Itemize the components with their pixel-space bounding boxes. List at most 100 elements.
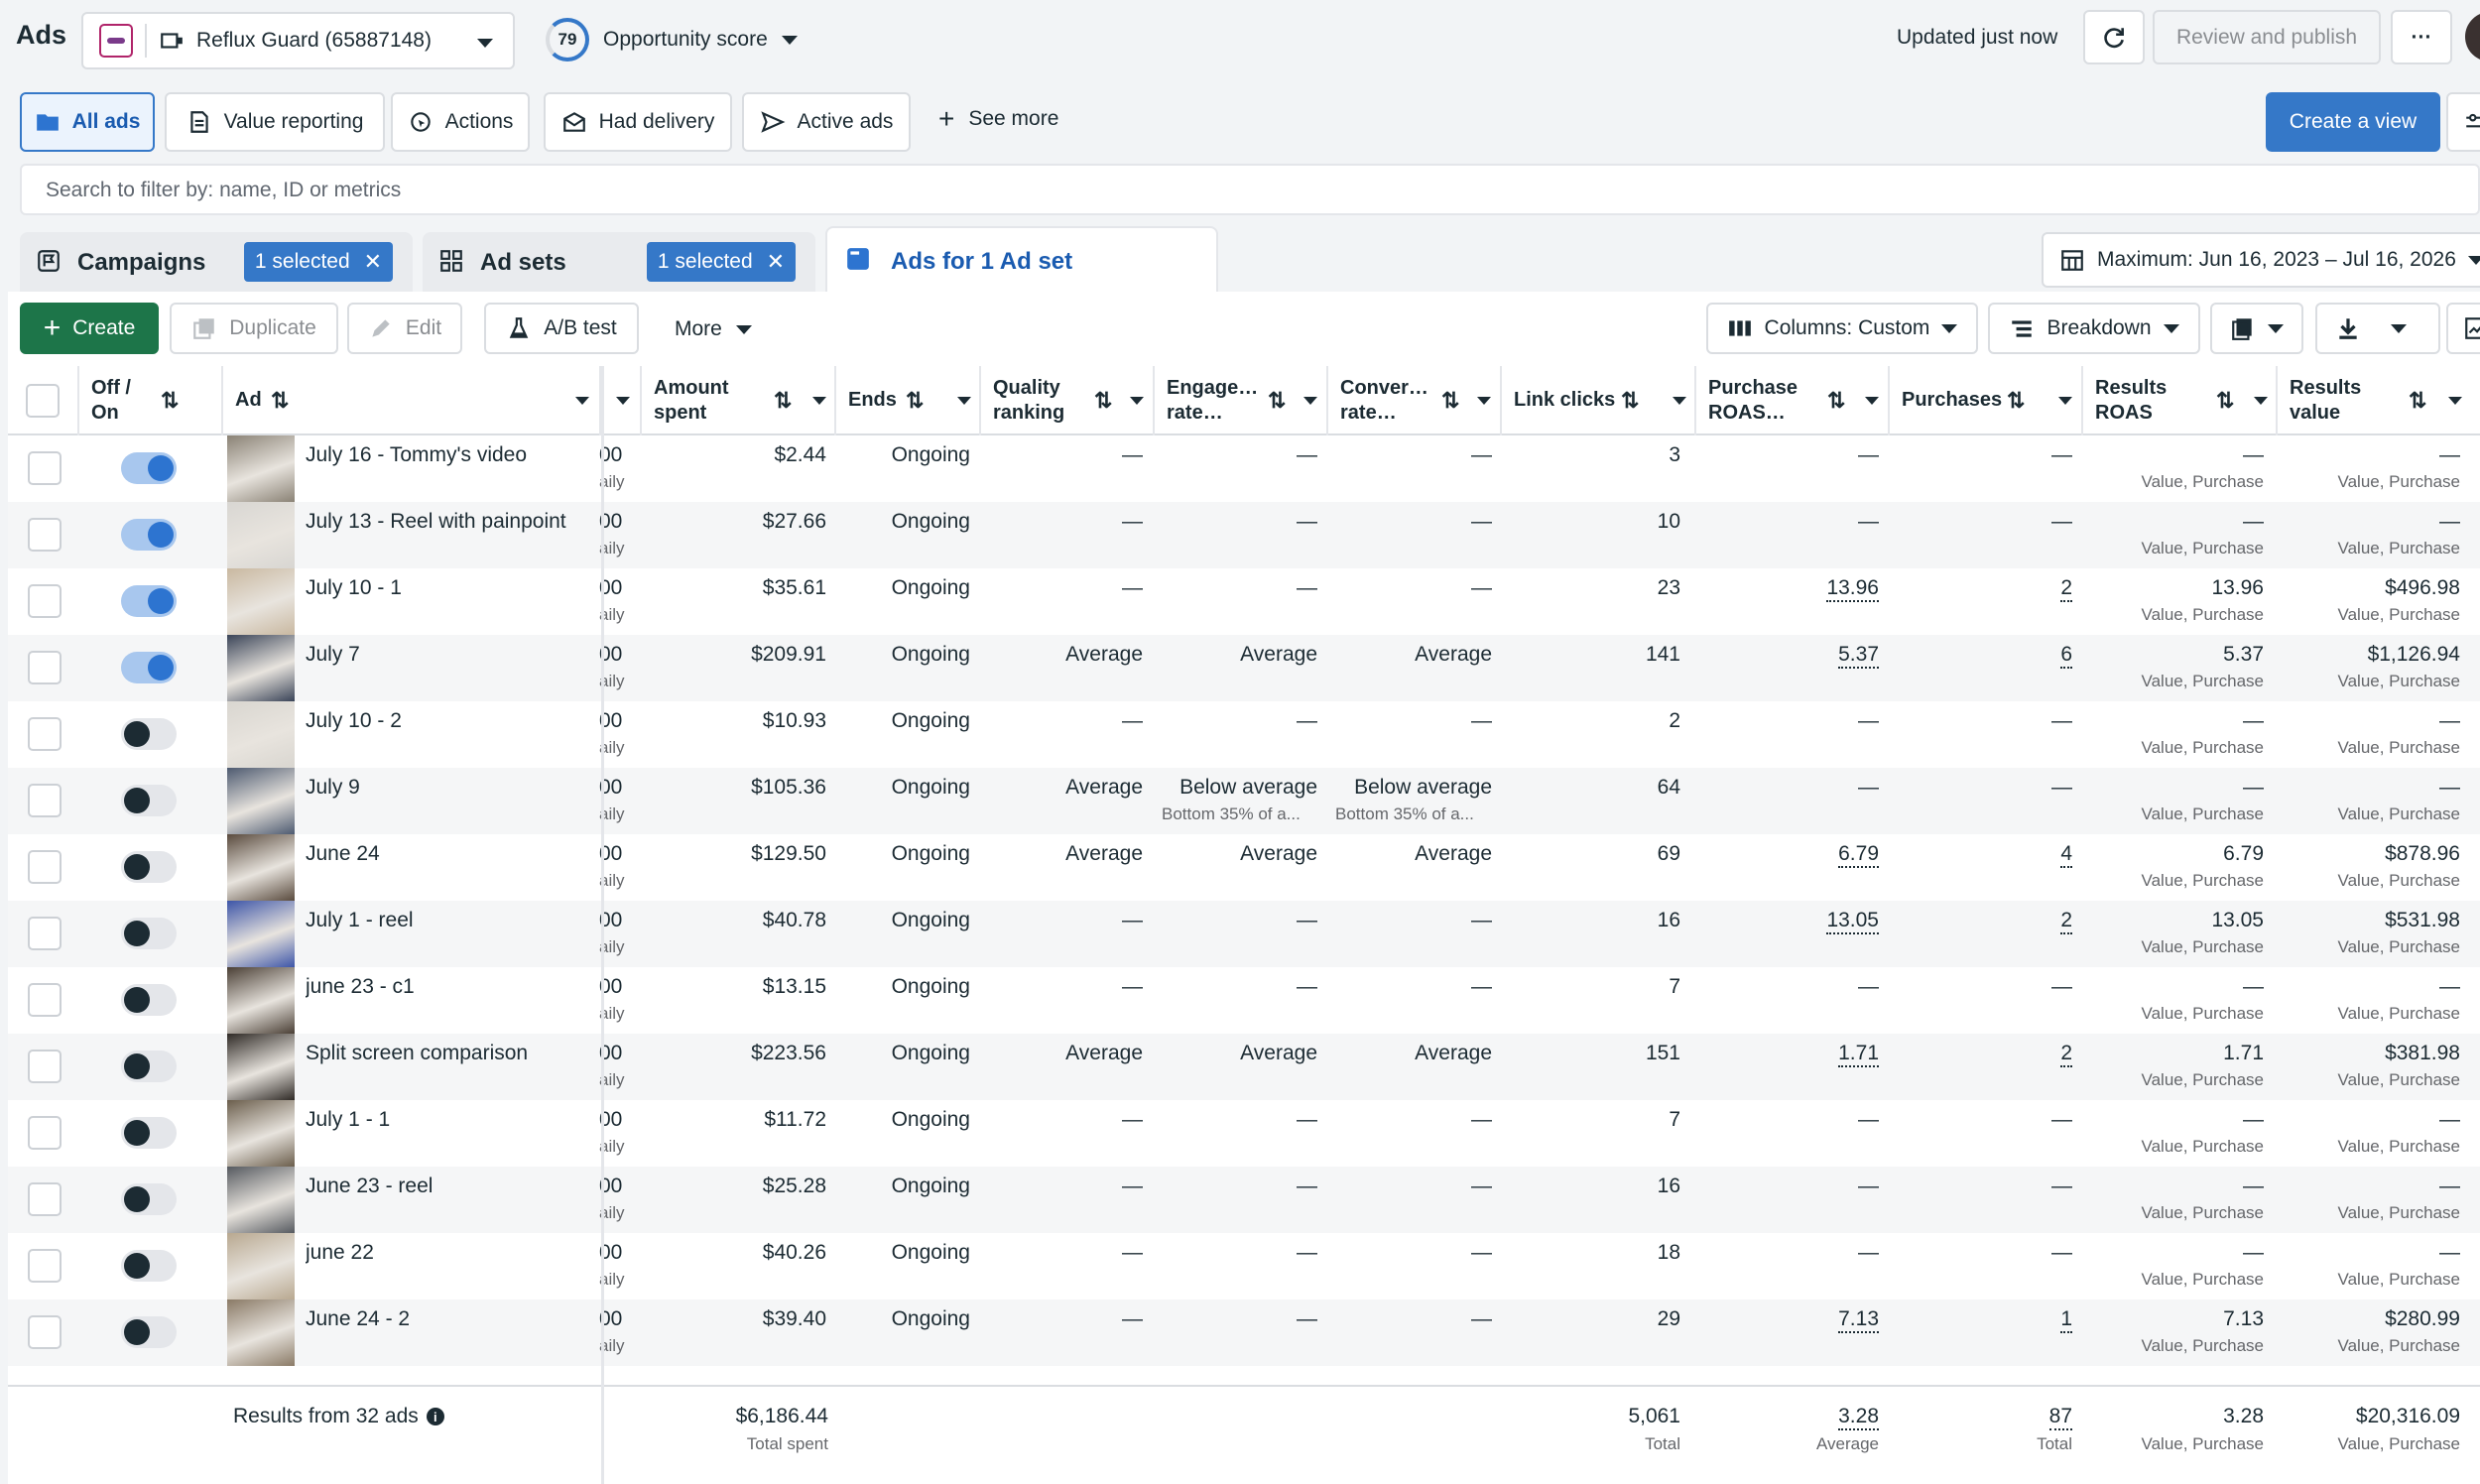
ad-name[interactable]: Split screen comparison [306,1042,529,1064]
row-checkbox[interactable] [28,1050,62,1083]
ad-thumbnail[interactable] [227,635,295,701]
purchase-roas[interactable]: — [1858,975,1879,998]
tab-campaigns[interactable]: Campaigns 1 selected ✕ [20,232,413,292]
ad-name[interactable]: July 1 - 1 [306,1108,391,1131]
col-link-clicks[interactable]: Link clicks ⇅ [1502,366,1696,435]
purchase-roas[interactable]: 13.05 [1826,909,1879,934]
ad-thumbnail[interactable] [227,502,295,568]
delivery-toggle[interactable] [121,918,177,949]
ad-name[interactable]: July 1 - reel [306,909,414,931]
ad-thumbnail[interactable] [227,967,295,1034]
sort-icon[interactable]: ⇅ [161,388,180,413]
chevron-down-icon[interactable] [2448,397,2462,405]
select-all-checkbox[interactable] [26,384,60,418]
sort-icon[interactable]: ⇅ [1094,388,1113,413]
col-quality-ranking[interactable]: Quality ranking ⇅ [981,366,1155,435]
col-purchases[interactable]: Purchases ⇅ [1890,366,2083,435]
purchase-roas[interactable]: 13.96 [1826,576,1879,602]
ad-name[interactable]: July 9 [306,776,360,799]
purchase-roas[interactable]: — [1858,1175,1879,1197]
reports-dropdown[interactable] [2210,303,2303,354]
ad-thumbnail[interactable] [227,834,295,901]
tab-all-ads[interactable]: All ads [20,92,155,152]
delivery-toggle[interactable] [121,1117,177,1149]
purchases[interactable]: — [2051,975,2072,998]
duplicate-button[interactable]: Duplicate [170,303,338,354]
chevron-down-icon[interactable] [575,397,589,405]
review-publish-button[interactable]: Review and publish [2153,10,2381,64]
row-checkbox[interactable] [28,1182,62,1216]
ad-thumbnail[interactable] [227,901,295,967]
table-row[interactable]: July 1 - reel 00 aily $40.78 Ongoing — —… [8,901,2480,967]
delivery-toggle[interactable] [121,652,177,683]
sort-icon[interactable]: ⇅ [1441,388,1460,413]
purchases[interactable]: — [2051,1175,2072,1197]
row-checkbox[interactable] [28,451,62,485]
purchase-roas[interactable]: 7.13 [1838,1307,1879,1333]
export-button[interactable] [2315,303,2440,354]
tab-ads[interactable]: Ads for 1 Ad set [825,226,1218,292]
table-row[interactable]: July 10 - 2 00 aily $10.93 Ongoing — — —… [8,701,2480,768]
ad-name[interactable]: July 10 - 1 [306,576,402,599]
purchases[interactable]: 2 [2060,1042,2072,1067]
refresh-button[interactable] [2083,10,2145,64]
more-options-button[interactable]: ··· [2391,10,2452,64]
sort-icon[interactable]: ⇅ [271,388,290,413]
chevron-down-icon[interactable] [812,397,826,405]
purchases[interactable]: — [2051,709,2072,732]
table-row[interactable]: July 7 00 aily $209.91 Ongoing Average A… [8,635,2480,701]
purchases[interactable]: 2 [2060,909,2072,934]
ad-name[interactable]: June 24 - 2 [306,1307,411,1330]
tab-ad-sets[interactable]: Ad sets 1 selected ✕ [423,232,815,292]
ad-name[interactable]: July 10 - 2 [306,709,402,732]
purchase-roas[interactable]: 6.79 [1838,842,1879,868]
ad-name[interactable]: July 16 - Tommy's video [306,443,528,466]
create-button[interactable]: + Create [20,303,159,354]
row-checkbox[interactable] [28,850,62,884]
purchases[interactable]: 6 [2060,643,2072,669]
purchase-roas[interactable]: — [1858,709,1879,732]
col-off-on[interactable]: Off / On ⇅ [79,366,223,435]
sort-icon[interactable]: ⇅ [2409,388,2427,413]
table-row[interactable]: July 10 - 1 00 aily $35.61 Ongoing — — —… [8,568,2480,635]
purchases[interactable]: — [2051,776,2072,799]
purchases[interactable]: — [2051,1108,2072,1131]
more-dropdown[interactable]: More [675,317,752,341]
ab-test-button[interactable]: A/B test [484,303,639,354]
chevron-down-icon[interactable] [1477,397,1491,405]
purchases[interactable]: — [2051,1241,2072,1264]
col-budget[interactable] [604,366,642,435]
delivery-toggle[interactable] [121,718,177,750]
table-row[interactable]: june 22 00 aily $40.26 Ongoing — — — 18 … [8,1233,2480,1299]
delivery-toggle[interactable] [121,1051,177,1082]
chevron-down-icon[interactable] [2254,397,2268,405]
breakdown-dropdown[interactable]: Breakdown [1988,303,2200,354]
sort-icon[interactable]: ⇅ [1827,388,1846,413]
delivery-toggle[interactable] [121,1316,177,1348]
delivery-toggle[interactable] [121,984,177,1016]
sort-icon[interactable]: ⇅ [2216,388,2235,413]
adsets-selected-badge[interactable]: 1 selected ✕ [647,242,796,282]
chevron-down-icon[interactable] [1303,397,1317,405]
purchases[interactable]: — [2051,443,2072,466]
table-row[interactable]: July 9 00 aily $105.36 Ongoing Average B… [8,768,2480,834]
ad-name[interactable]: june 22 [306,1241,374,1264]
purchase-roas[interactable]: — [1858,443,1879,466]
table-row[interactable]: Split screen comparison 00 aily $223.56 … [8,1034,2480,1100]
chevron-down-icon[interactable] [1673,397,1686,405]
row-checkbox[interactable] [28,584,62,618]
col-ad[interactable]: Ad ⇅ [223,366,601,435]
col-conversion-rate[interactable]: Conver… rate… ⇅ [1328,366,1502,435]
table-row[interactable]: June 23 - reel 00 aily $25.28 Ongoing — … [8,1167,2480,1233]
tab-had-delivery[interactable]: Had delivery [544,92,732,152]
delivery-toggle[interactable] [121,1183,177,1215]
purchase-roas[interactable]: — [1858,1108,1879,1131]
see-more-button[interactable]: + See more [938,103,1059,134]
ad-thumbnail[interactable] [227,1100,295,1167]
row-checkbox[interactable] [28,1116,62,1150]
row-checkbox[interactable] [28,717,62,751]
col-ends[interactable]: Ends ⇅ [836,366,981,435]
ad-thumbnail[interactable] [227,435,295,502]
ad-thumbnail[interactable] [227,1233,295,1299]
chevron-down-icon[interactable] [2058,397,2072,405]
